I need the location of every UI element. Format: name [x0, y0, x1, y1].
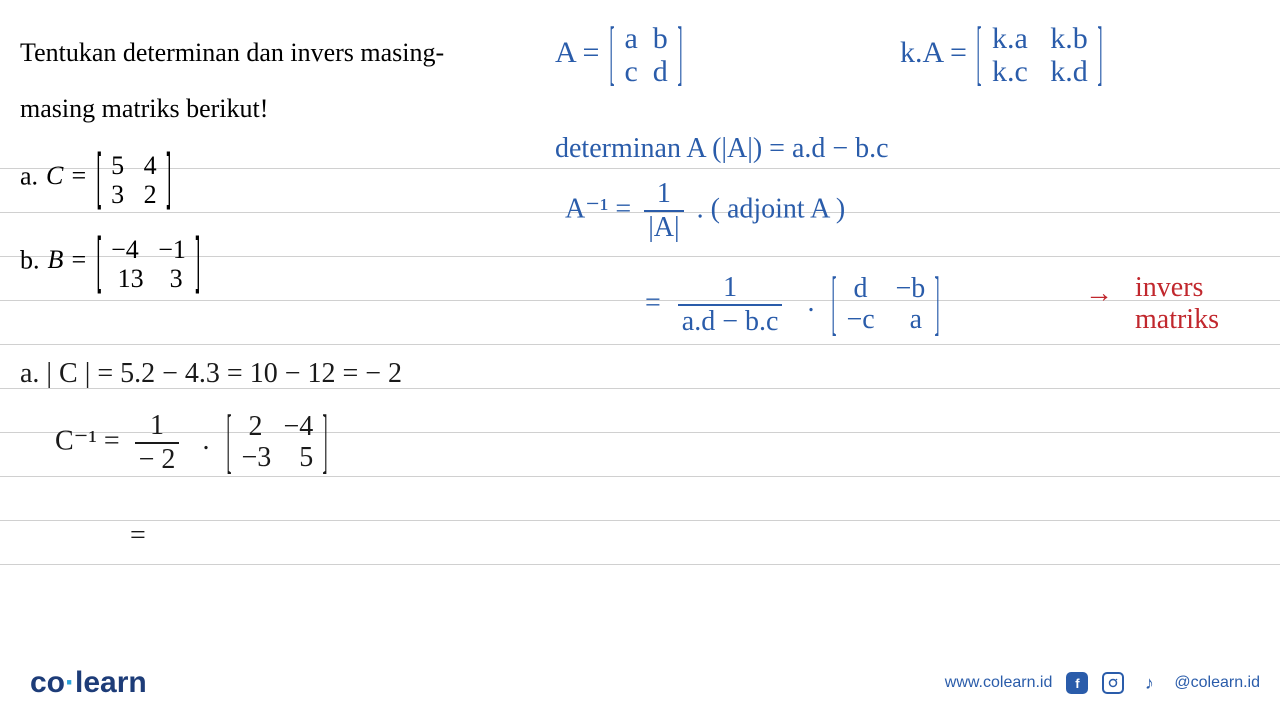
- inverse-line2: = 1 a.d − b.c . [ d −b −c a ]: [645, 272, 942, 338]
- item-b-var: B =: [48, 245, 88, 274]
- adj-matrix: d −b −c a: [846, 274, 925, 336]
- matrix-c: 5 4 3 2: [111, 152, 157, 209]
- formula-kA: k.A = [ k.a k.b k.c k.d ]: [900, 22, 1105, 88]
- A-matrix: a b c d: [624, 22, 667, 88]
- bracket-close: ]: [935, 264, 940, 346]
- c-adj-matrix: 2 −4 −3 5: [241, 412, 313, 474]
- tiktok-icon: ♪: [1138, 672, 1160, 694]
- invers-label-2: matriks: [1135, 304, 1219, 336]
- invers-label: invers matriks: [1135, 272, 1219, 336]
- bracket-close: ]: [164, 143, 173, 218]
- kA-matrix: k.a k.b k.c k.d: [992, 22, 1088, 88]
- bracket-close: ]: [678, 14, 683, 96]
- c-inv-frac: 1 − 2: [135, 410, 180, 476]
- bracket-open: [: [977, 14, 982, 96]
- inv-frac2: 1 a.d − b.c: [678, 272, 783, 338]
- work-a-cont: =: [130, 520, 146, 552]
- item-a: a. C = [ 5 4 3 2 ]: [20, 152, 176, 209]
- eq: =: [645, 287, 661, 318]
- logo-co: co: [30, 666, 65, 699]
- item-a-var: C =: [46, 161, 87, 190]
- A-eq: A =: [555, 36, 599, 69]
- formula-A: A = [ a b c d ]: [555, 22, 685, 88]
- item-b: b. B = [ −4 −1 13 3 ]: [20, 236, 206, 293]
- bracket-open: [: [95, 227, 104, 302]
- footer-right: www.colearn.id f ♪ @colearn.id: [945, 672, 1260, 694]
- invers-label-1: invers: [1135, 272, 1219, 304]
- bracket-open: [: [832, 264, 837, 346]
- work-a-line1: a. | C | = 5.2 − 4.3 = 10 − 12 = − 2: [20, 358, 402, 390]
- bracket-close: ]: [323, 402, 328, 484]
- footer: co·learn www.colearn.id f ♪ @colearn.id: [30, 666, 1260, 700]
- kA-eq: k.A =: [900, 36, 967, 69]
- matrix-b: −4 −1 13 3: [111, 236, 186, 293]
- bracket-open: [: [609, 14, 614, 96]
- logo-dot: ·: [65, 666, 75, 699]
- dot: .: [202, 425, 209, 456]
- bracket-open: [: [227, 402, 232, 484]
- c-inv-lhs: C⁻¹ =: [55, 425, 120, 456]
- item-a-label: a.: [20, 161, 38, 190]
- question-line2: masing matriks berikut!: [20, 94, 268, 124]
- inv-frac: 1 |A|: [644, 178, 683, 244]
- bracket-close: ]: [193, 227, 202, 302]
- logo-learn: learn: [75, 666, 147, 699]
- footer-url: www.colearn.id: [945, 674, 1053, 692]
- question-line1: Tentukan determinan dan invers masing-: [20, 38, 444, 68]
- inverse-line1: A⁻¹ = 1 |A| . ( adjoint A ): [565, 178, 845, 244]
- bracket-close: ]: [1098, 14, 1103, 96]
- arrow: →: [1085, 278, 1113, 310]
- facebook-icon: f: [1066, 672, 1088, 694]
- footer-handle: @colearn.id: [1174, 674, 1260, 692]
- det-formula: determinan A (|A|) = a.d − b.c: [555, 133, 889, 165]
- item-b-label: b.: [20, 245, 40, 274]
- dot: .: [807, 287, 814, 318]
- work-a-inverse: C⁻¹ = 1 − 2 . [ 2 −4 −3 5 ]: [55, 410, 330, 476]
- instagram-icon: [1102, 672, 1124, 694]
- bracket-open: [: [95, 143, 104, 218]
- inv-adjoint: . ( adjoint A ): [697, 193, 846, 224]
- inv-lhs: A⁻¹ =: [565, 193, 631, 224]
- logo: co·learn: [30, 666, 147, 700]
